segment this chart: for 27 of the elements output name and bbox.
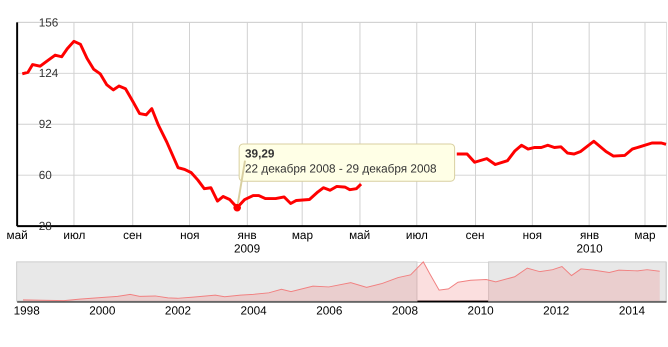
x-tick-label: мар	[292, 228, 314, 242]
x-tick-label: янв 2010	[576, 228, 604, 256]
x-tick-label: сен	[466, 228, 485, 242]
y-tick-label: 124	[38, 67, 59, 80]
x-tick-label: 2004	[240, 304, 268, 318]
x-tick-label: сен	[123, 228, 142, 242]
x-tick-label: ноя	[180, 228, 200, 242]
x-tick-label: ноя	[522, 228, 542, 242]
x-tick-label: 2000	[89, 304, 116, 318]
y-tick-label: 60	[38, 169, 52, 182]
x-tick-label: 2014	[618, 304, 646, 318]
annotation: 22 декабря 2008 - 29 декабря 2008	[245, 162, 438, 176]
x-tick-label: июл	[406, 228, 428, 242]
x-tick-label: 2008	[392, 304, 418, 318]
x-tick-label: май	[349, 228, 370, 242]
x-tick-label: 2010	[468, 304, 494, 318]
x-tick-label: мар	[634, 228, 656, 242]
y-tick-label: 92	[38, 118, 52, 132]
annotation: 39,29	[245, 148, 275, 161]
x-tick-label: июл	[63, 228, 86, 242]
y-tick-label: 156	[38, 16, 59, 30]
x-tick-label: 2002	[164, 304, 192, 318]
x-tick-label: янв 2009	[234, 228, 260, 256]
x-tick-label: 1998	[14, 304, 40, 318]
x-tick-label: 2006	[316, 304, 343, 318]
x-tick-label: май	[6, 228, 28, 242]
x-tick-label: 2012	[543, 304, 570, 318]
